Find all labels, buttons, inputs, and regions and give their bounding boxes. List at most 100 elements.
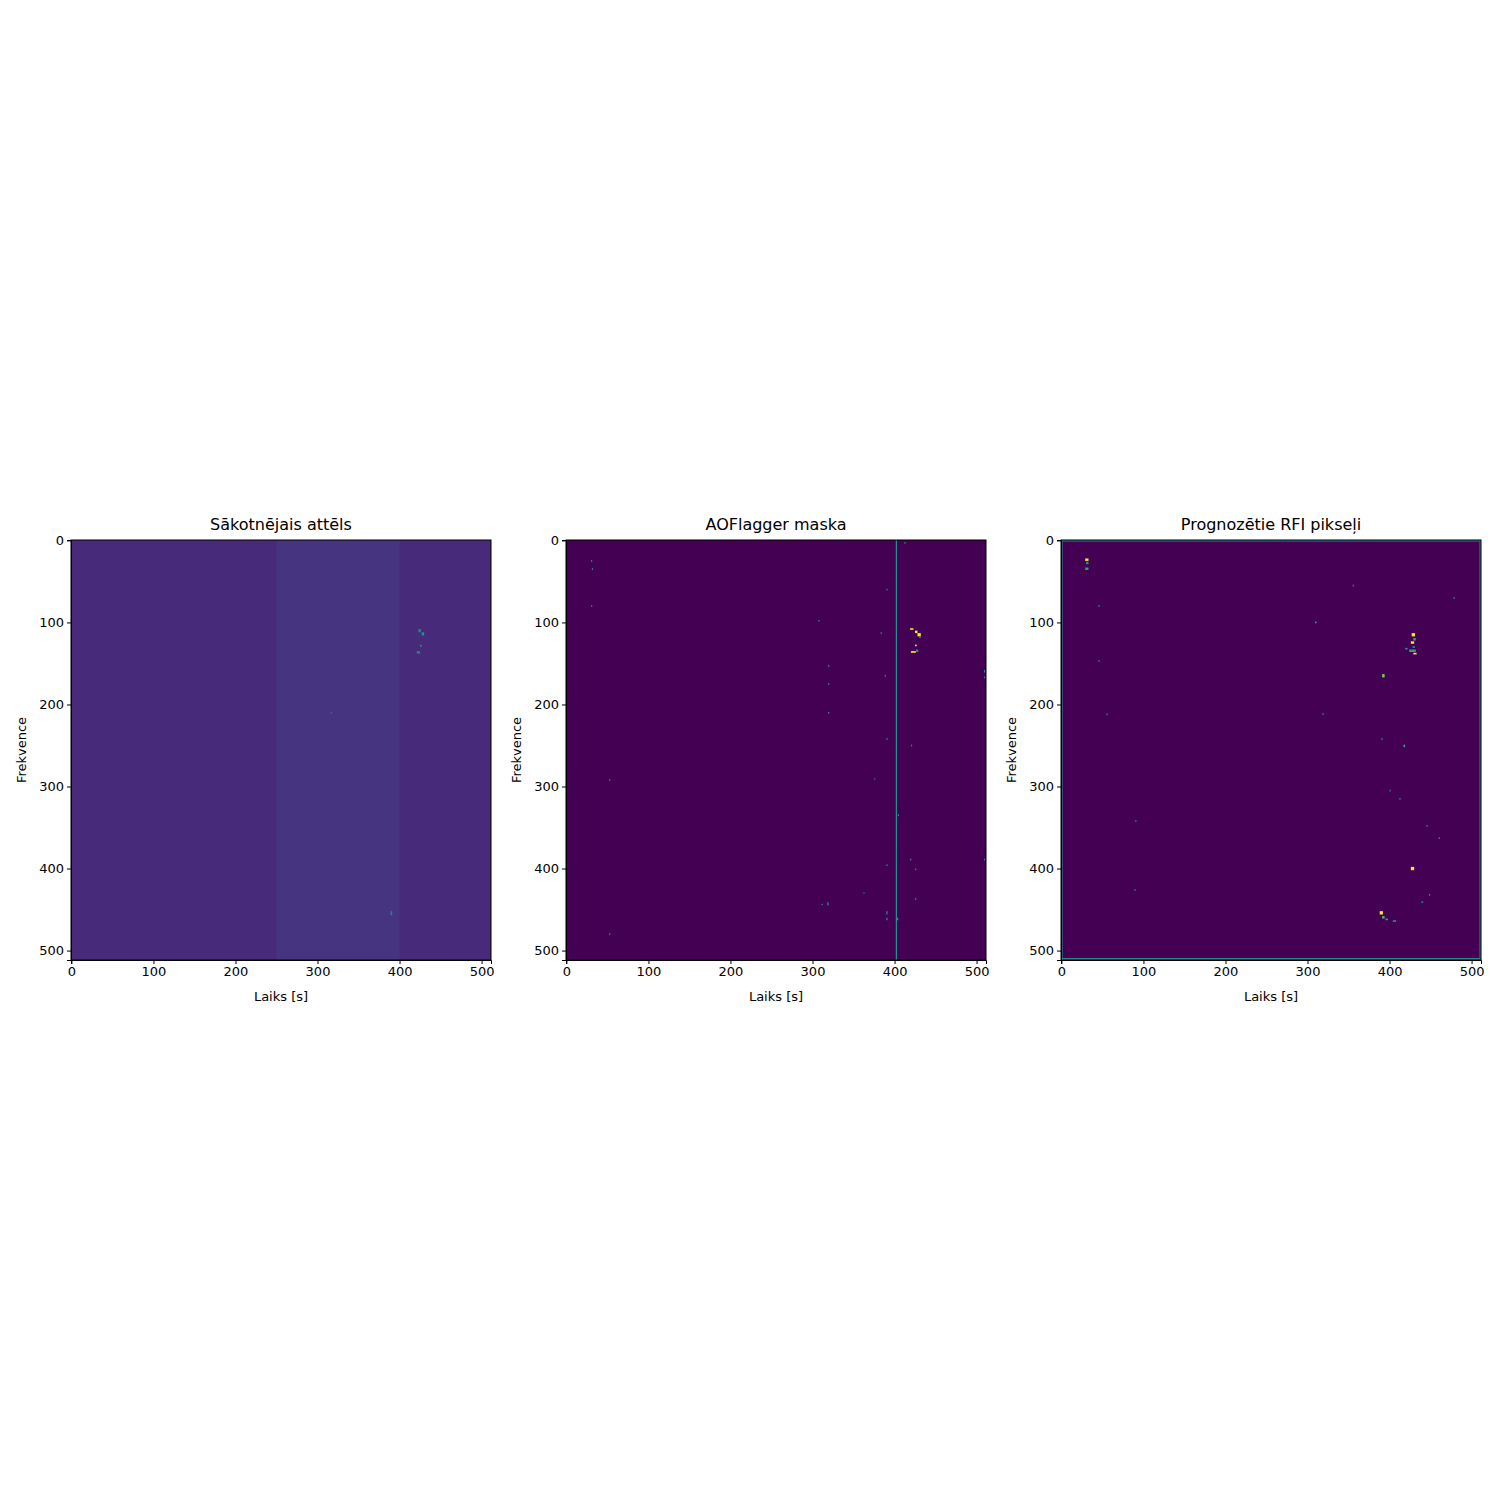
tick-mark	[562, 622, 566, 623]
cell	[591, 560, 592, 562]
title: Prognozētie RFI pikseļi	[1181, 515, 1361, 534]
axis-line	[67, 541, 72, 961]
cell	[911, 651, 916, 653]
x-axis: 0100200300400500	[68, 960, 495, 979]
cell	[1413, 638, 1415, 640]
tick-mark	[1057, 787, 1061, 788]
tick-label: 100	[39, 615, 64, 630]
tick: 300	[801, 960, 826, 979]
tick: 300	[1296, 960, 1321, 979]
tick-label: 100	[1029, 615, 1054, 630]
cell	[904, 542, 905, 544]
cell	[827, 902, 828, 905]
tick: 100	[39, 615, 71, 630]
cell	[885, 675, 886, 677]
x-axis: 0100200300400500	[563, 960, 990, 979]
cell	[1409, 650, 1416, 652]
tick-label: 400	[39, 861, 64, 876]
tick: 100	[637, 960, 662, 979]
y-axis: 0100200300400500	[39, 533, 71, 960]
tick: 300	[1029, 779, 1061, 794]
cell	[915, 898, 916, 900]
panel: 01002003004005000100200300400500Prognozē…	[1004, 515, 1484, 1004]
cell	[1426, 825, 1427, 827]
tick: 400	[1029, 861, 1061, 876]
panel: 01002003004005000100200300400500Sākotnēj…	[14, 515, 494, 1004]
tick-mark	[1057, 622, 1061, 623]
tick-label: 200	[534, 697, 559, 712]
cell	[1454, 597, 1455, 599]
cell	[331, 712, 333, 714]
tick-label: 300	[1296, 964, 1321, 979]
tick-label: 200	[719, 964, 744, 979]
tick: 500	[534, 943, 566, 958]
axis-line	[1062, 961, 1482, 965]
axis-line	[562, 541, 567, 961]
cell	[592, 568, 593, 570]
cell	[822, 904, 823, 905]
cell	[420, 645, 422, 647]
cell	[828, 683, 829, 685]
tick: 400	[39, 861, 71, 876]
cell	[1429, 894, 1430, 896]
cell	[910, 859, 911, 861]
tick-label: 300	[801, 964, 826, 979]
cell	[1098, 605, 1099, 607]
tick-mark	[67, 951, 71, 952]
title: AOFlagger maska	[705, 515, 846, 534]
heatmap	[71, 540, 491, 960]
tick-mark	[67, 622, 71, 623]
cell	[984, 677, 985, 679]
background-cell	[566, 540, 986, 960]
cell	[1353, 585, 1354, 587]
cell	[422, 632, 424, 635]
cell	[874, 778, 875, 779]
tick: 500	[39, 943, 71, 958]
axis-line	[567, 961, 987, 965]
tick-label: 500	[39, 943, 64, 958]
tick-mark	[562, 869, 566, 870]
tick: 400	[883, 960, 908, 979]
figure: 01002003004005000100200300400500Sākotnēj…	[0, 0, 1500, 1500]
x-axis-title: Laiks [s]	[749, 989, 803, 1004]
cell	[1412, 633, 1415, 636]
cell	[1086, 562, 1088, 564]
heatmap	[566, 540, 986, 960]
tick-mark	[1057, 704, 1061, 705]
tick: 200	[224, 960, 249, 979]
panel: 01002003004005000100200300400500AOFlagge…	[509, 515, 989, 1004]
cell	[1413, 653, 1416, 655]
tick-mark	[67, 869, 71, 870]
cell	[1390, 790, 1391, 792]
tick-label: 0	[551, 533, 559, 548]
cell	[1411, 867, 1414, 870]
cell	[1399, 798, 1400, 800]
cell	[1085, 567, 1088, 569]
cell	[984, 859, 985, 861]
tick: 400	[388, 960, 413, 979]
tick-label: 500	[965, 964, 990, 979]
tick-label: 200	[224, 964, 249, 979]
y-axis-title: Frekvence	[1004, 717, 1019, 783]
cell	[1422, 901, 1424, 903]
cell	[886, 864, 887, 866]
cell	[897, 918, 898, 920]
frame	[566, 540, 986, 960]
cell	[1107, 713, 1108, 715]
cell	[916, 650, 918, 652]
axis-line	[72, 961, 492, 965]
tick: 0	[56, 533, 71, 548]
cell	[818, 620, 819, 622]
tick-label: 200	[1214, 964, 1239, 979]
tick: 0	[1058, 960, 1066, 979]
tick-label: 200	[1029, 697, 1054, 712]
tick-label: 400	[388, 964, 413, 979]
cell	[881, 632, 882, 634]
tick: 500	[1029, 943, 1061, 958]
cell	[1385, 919, 1387, 921]
cell	[1134, 889, 1135, 891]
x-axis-title: Laiks [s]	[1244, 989, 1298, 1004]
tick-label: 0	[68, 964, 76, 979]
cell	[1382, 916, 1384, 918]
tick-mark	[1057, 869, 1061, 870]
